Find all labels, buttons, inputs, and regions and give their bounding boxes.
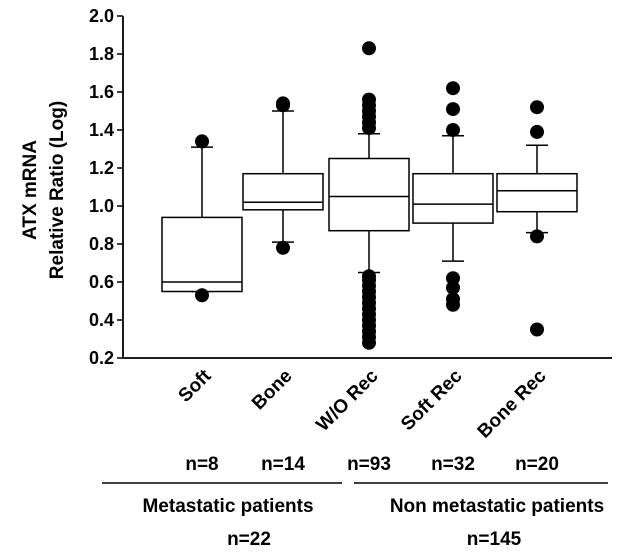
outlier-point <box>446 123 460 137</box>
y-tick-label: 1.0 <box>89 196 114 216</box>
box-iqr <box>242 172 324 211</box>
n-count-label: n=14 <box>261 454 305 475</box>
outlier-point <box>446 81 460 96</box>
outlier-point <box>446 292 460 307</box>
x-category-label: Bone <box>248 366 296 414</box>
outlier-point <box>276 240 290 255</box>
outlier-point <box>362 41 376 56</box>
n-count-label: n=32 <box>431 454 475 475</box>
x-category-label: Soft <box>175 365 216 406</box>
outlier-point <box>362 269 376 284</box>
outlier-point <box>195 288 209 303</box>
y-tick-label: 0.8 <box>89 234 114 254</box>
group-total-metastatic: n=22 <box>227 529 271 550</box>
y-tick-label: 0.2 <box>89 348 114 368</box>
box-group <box>242 96 324 255</box>
box-group <box>412 81 494 312</box>
y-tick-label: 2.0 <box>89 6 114 26</box>
box-iqr <box>161 216 243 293</box>
y-tick-label: 1.2 <box>89 158 114 178</box>
box-group <box>496 100 578 337</box>
n-count-label: n=8 <box>185 454 218 475</box>
outlier-point <box>276 96 290 111</box>
y-tick-label: 1.6 <box>89 82 114 102</box>
group-total-non-metastatic: n=145 <box>467 529 522 550</box>
box-iqr <box>412 172 494 224</box>
box-iqr <box>496 172 578 213</box>
y-axis-label-line2: Relative Ratio (Log) <box>47 101 68 279</box>
labels: ATX mRNA Relative Ratio (Log) Metastatic… <box>20 101 608 550</box>
outlier-point <box>530 322 544 337</box>
group-label-metastatic: Metastatic patients <box>142 496 313 517</box>
boxes: Soft n=8 Bone n=14 W/O Rec n=93 Soft Rec n=32 Bo… <box>161 41 578 475</box>
x-category-label: W/O Rec <box>312 365 382 435</box>
y-tick-label: 1.4 <box>89 120 114 140</box>
y-tick-label: 0.4 <box>89 310 114 330</box>
box-group <box>328 41 410 350</box>
outlier-point <box>446 102 460 117</box>
outlier-point <box>530 229 544 244</box>
outlier-point <box>195 134 209 149</box>
axes: 0.2 0.4 0.6 0.8 1.0 1.2 1.4 1.6 1.8 2.0 <box>89 6 612 368</box>
n-count-label: n=93 <box>347 454 391 475</box>
outlier-point <box>530 100 544 115</box>
box-iqr <box>328 157 410 232</box>
y-tick-label: 1.8 <box>89 44 114 64</box>
outlier-point <box>446 271 460 286</box>
outlier-point <box>530 124 544 139</box>
x-category-label: Soft Rec <box>397 365 467 435</box>
box-group <box>161 134 243 303</box>
n-count-label: n=20 <box>515 454 559 475</box>
outlier-point <box>362 92 376 107</box>
x-category-label: Bone Rec <box>474 365 551 442</box>
group-label-non-metastatic: Non metastatic patients <box>390 496 604 517</box>
y-axis-label-line1: ATX mRNA <box>20 140 41 240</box>
y-tick-label: 0.6 <box>89 272 114 292</box>
